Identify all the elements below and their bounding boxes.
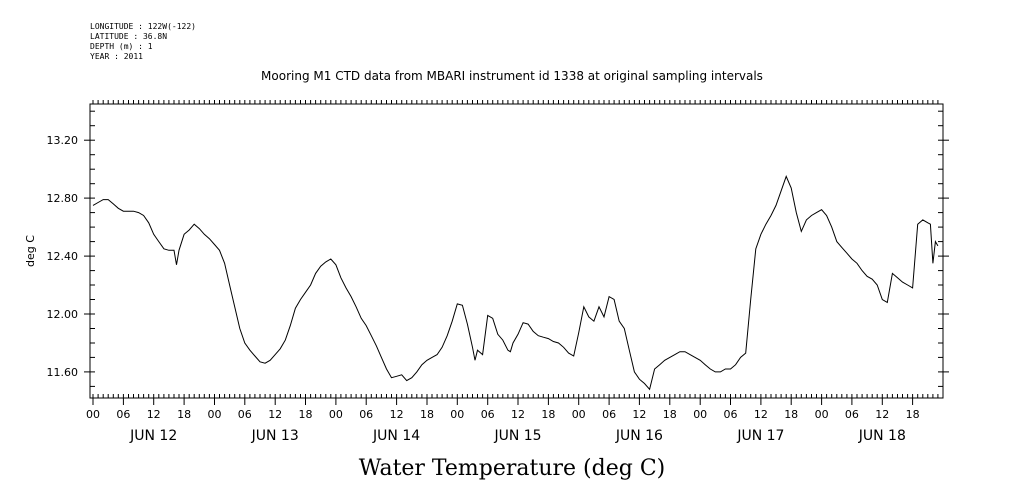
- x-tick-label: 00: [208, 408, 222, 421]
- x-tick-label: 00: [815, 408, 829, 421]
- minor-ticks: [92, 100, 939, 398]
- x-tick-label: 12: [754, 408, 768, 421]
- x-tick-label: 18: [906, 408, 920, 421]
- x-tick-label: 12: [511, 408, 525, 421]
- year-label: YEAR : 2011: [90, 52, 143, 61]
- x-day-label: JUN 15: [493, 428, 541, 444]
- x-tick-label: 12: [147, 408, 161, 421]
- y-tick-label: 12.40: [47, 250, 79, 263]
- x-day-label: JUN 13: [251, 428, 299, 444]
- x-tick-label: 06: [359, 408, 373, 421]
- x-tick-label: 06: [116, 408, 130, 421]
- depth-label: DEPTH (m) : 1: [90, 42, 153, 51]
- x-day-label: JUN 17: [736, 428, 784, 444]
- x-tick-label: 00: [450, 408, 464, 421]
- x-tick-label: 00: [693, 408, 707, 421]
- y-tick-label: 13.20: [47, 134, 79, 147]
- y-tick-label: 12.80: [47, 192, 79, 205]
- x-tick-label: 12: [268, 408, 282, 421]
- temperature-series-line: [92, 175, 939, 391]
- x-tick-label: 00: [86, 408, 100, 421]
- y-tick-label: 11.60: [47, 366, 79, 379]
- chart-title: Mooring M1 CTD data from MBARI instrumen…: [261, 69, 763, 83]
- x-day-label: JUN 14: [372, 428, 420, 444]
- x-tick-label: 06: [724, 408, 738, 421]
- x-tick-label: 18: [420, 408, 434, 421]
- x-tick-label: 06: [238, 408, 252, 421]
- x-tick-label: 18: [784, 408, 798, 421]
- x-tick-label: 06: [602, 408, 616, 421]
- x-tick-label: 00: [329, 408, 343, 421]
- x-tick-label: 00: [572, 408, 586, 421]
- x-day-label: JUN 16: [615, 428, 663, 444]
- x-tick-label: 18: [299, 408, 313, 421]
- x-tick-label: 12: [875, 408, 889, 421]
- y-axis-label: deg C: [24, 235, 37, 267]
- x-tick-label: 12: [390, 408, 404, 421]
- x-tick-label: 18: [177, 408, 191, 421]
- longitude-label: LONGITUDE : 122W(-122): [90, 22, 196, 31]
- x-tick-label: 12: [632, 408, 646, 421]
- x-tick-label: 18: [541, 408, 555, 421]
- plot-frame: [89, 103, 944, 399]
- x-tick-label: 06: [845, 408, 859, 421]
- y-axis: 11.60 12.00 12.40 12.80 13.20: [47, 110, 949, 387]
- x-tick-label: 06: [481, 408, 495, 421]
- x-tick-label: 18: [663, 408, 677, 421]
- y-tick-label: 12.00: [47, 308, 79, 321]
- latitude-label: LATITUDE : 36.8N: [90, 32, 167, 41]
- x-day-label: JUN 18: [858, 428, 906, 444]
- x-axis-title: Water Temperature (deg C): [359, 456, 666, 481]
- x-day-label: JUN 12: [129, 428, 177, 444]
